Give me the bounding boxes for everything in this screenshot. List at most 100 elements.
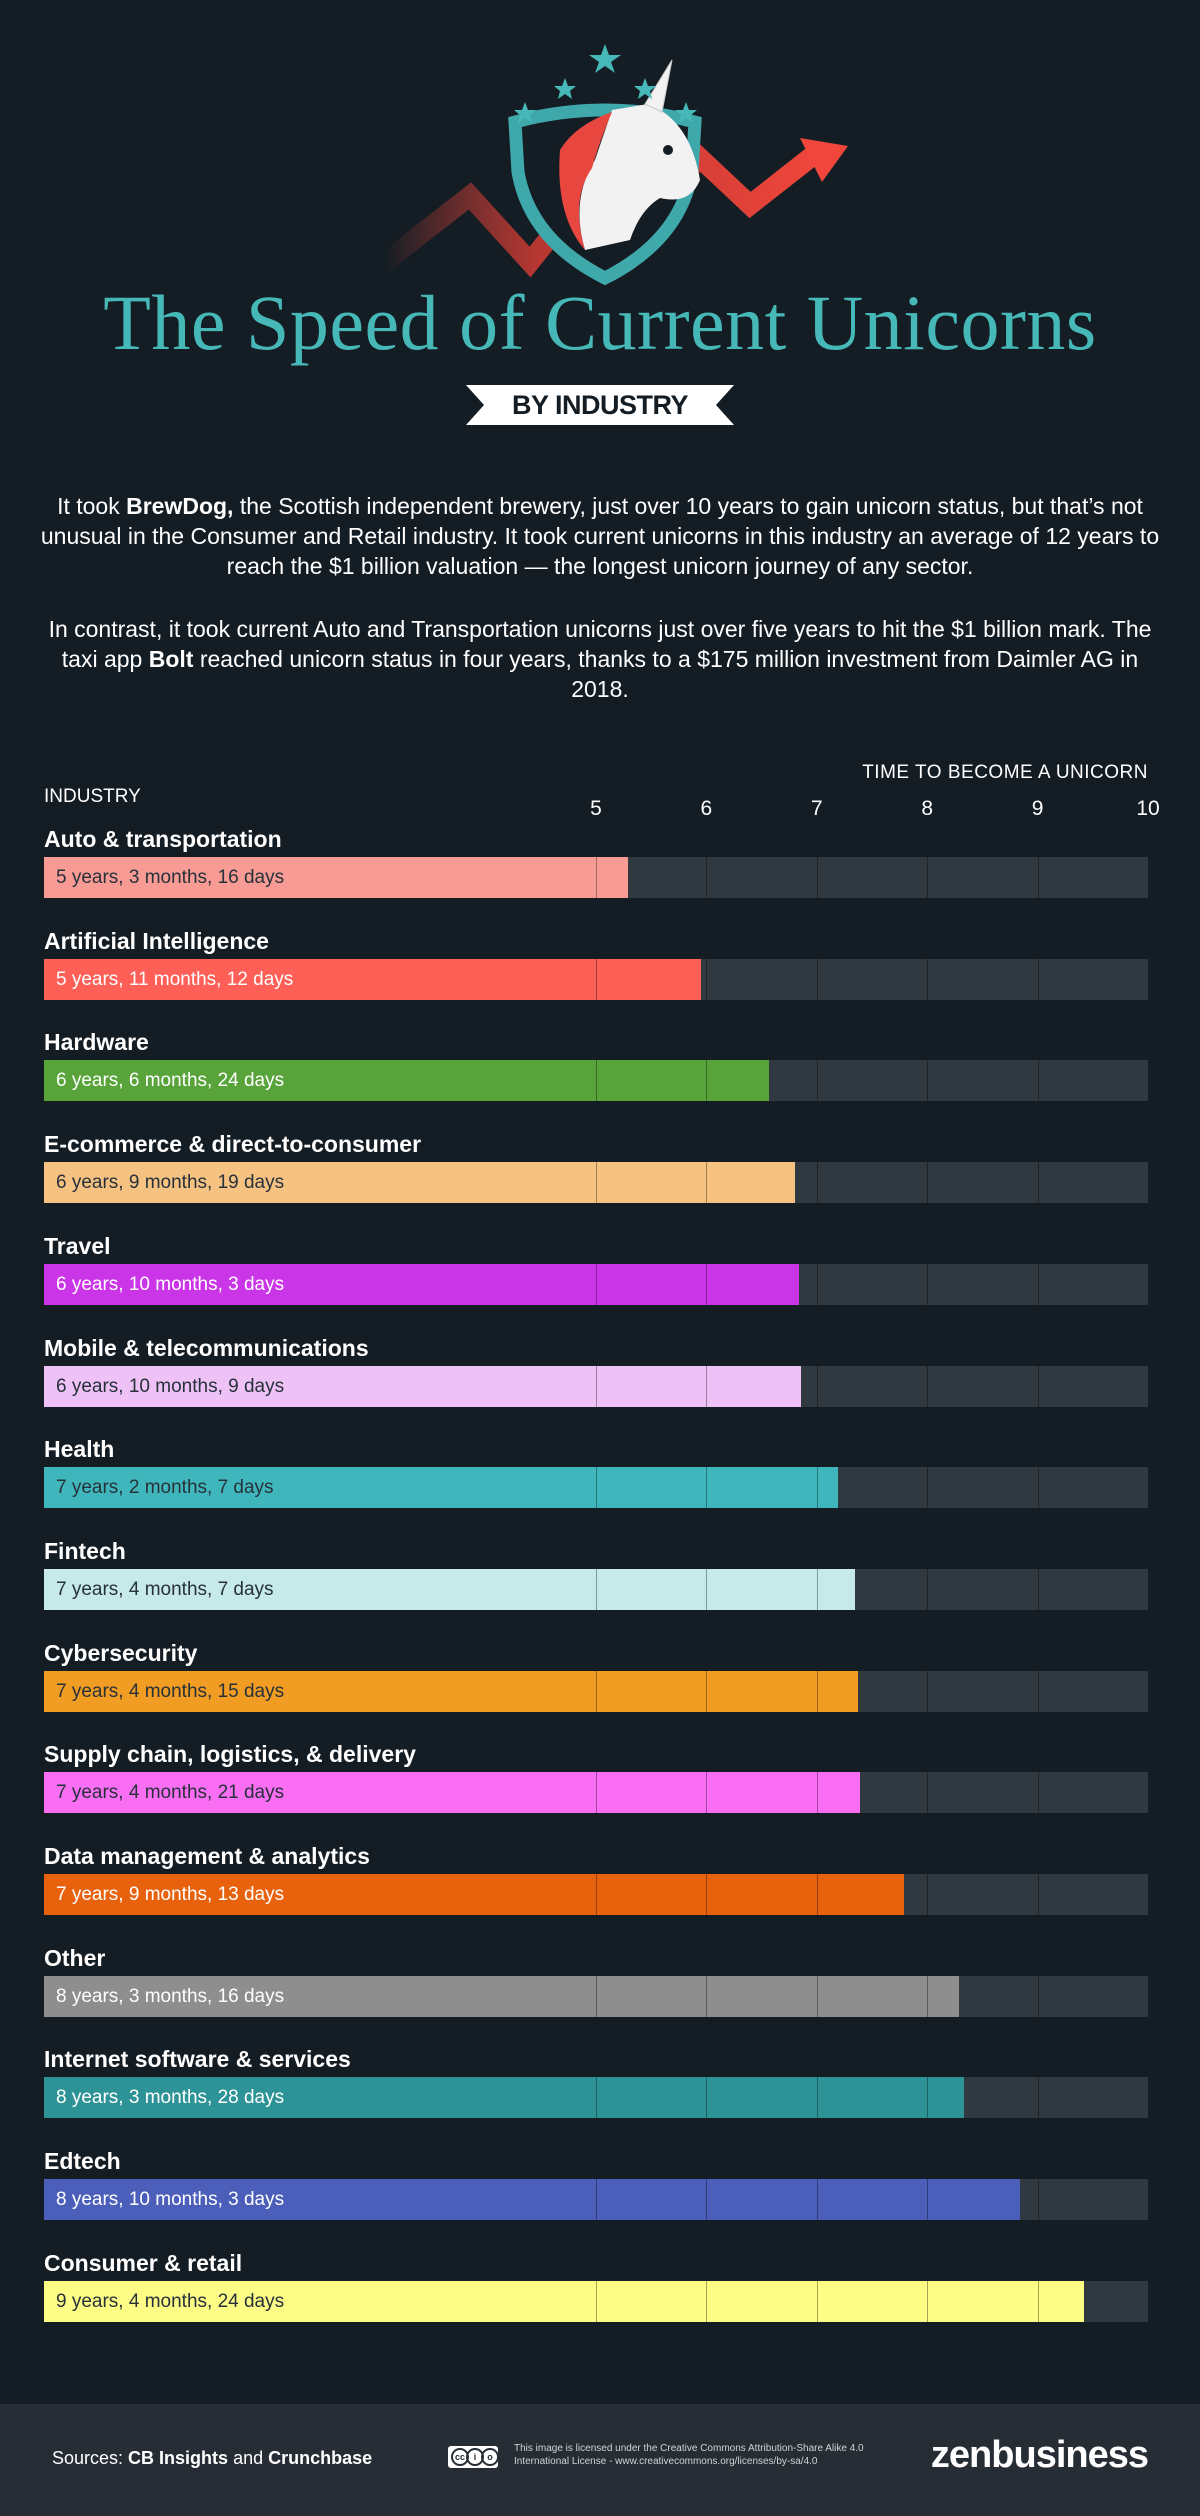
- intro-text: reached unicorn status in four years, th…: [193, 646, 1139, 702]
- gridline: [927, 2077, 929, 2119]
- bar-track: 7 years, 4 months, 21 days: [44, 1772, 1148, 1814]
- x-tick-label: 6: [700, 797, 713, 820]
- bar-data-label: 8 years, 10 months, 3 days: [56, 2189, 285, 2211]
- bar: [44, 857, 629, 898]
- gridline: [927, 2280, 929, 2322]
- gridline: [927, 1975, 929, 2017]
- bar-data-label: 7 years, 4 months, 7 days: [56, 1578, 274, 1600]
- bar-data-label: 6 years, 6 months, 24 days: [56, 1070, 285, 1092]
- gridline: [816, 1467, 818, 1509]
- category-label: Auto & transportation: [44, 826, 282, 852]
- gridline: [596, 1365, 597, 1407]
- x-tick-label: 9: [1031, 797, 1044, 820]
- bar: [44, 1162, 795, 1204]
- bar: [44, 2077, 964, 2119]
- sources-text: Sources: CB Insights and Crunchbase: [52, 2448, 372, 2469]
- category-label: E-commerce & direct-to-consumer: [44, 1131, 422, 1158]
- x-tick-label: 5: [590, 797, 602, 820]
- gridline: [596, 1263, 597, 1305]
- y-axis-label: INDUSTRY: [44, 786, 141, 807]
- gridline: [927, 2179, 929, 2221]
- bar-data-label: 8 years, 3 months, 16 days: [56, 1985, 285, 2007]
- bar-track: 7 years, 4 months, 7 days: [44, 1568, 1148, 1610]
- bar-track: 6 years, 6 months, 24 days: [44, 1060, 1148, 1102]
- gridline: [596, 1670, 597, 1712]
- gridline: [706, 1263, 708, 1305]
- bar-track: 5 years, 11 months, 12 days: [44, 958, 1148, 1000]
- gridline: [927, 857, 929, 898]
- bar: [44, 1975, 960, 2017]
- gridline: [816, 2280, 818, 2322]
- gridline: [1037, 1772, 1039, 1814]
- gridline: [596, 857, 597, 898]
- gridline: [1037, 1670, 1039, 1712]
- bar: [44, 1670, 858, 1712]
- x-tick-label: 7: [810, 797, 823, 820]
- sources-prefix: Sources:: [52, 2448, 129, 2468]
- gridline: [706, 1772, 708, 1814]
- category-label: Other: [44, 1944, 106, 1971]
- footer: Sources: CB Insights and Crunchbase cc i o…: [0, 2404, 1200, 2516]
- gridline: [1037, 2280, 1039, 2322]
- bar: [44, 1568, 856, 1610]
- bar: [44, 1772, 860, 1814]
- gridline: [816, 958, 818, 1000]
- license-text: This image is licensed under the Creativ…: [514, 2443, 864, 2467]
- x-tick-label: 8: [921, 797, 934, 820]
- gridline: [596, 1975, 597, 2017]
- bar-track: 5 years, 3 months, 16 days: [44, 857, 1148, 898]
- hero-illustration: [378, 44, 848, 286]
- gridline: [927, 1772, 929, 1814]
- gridline: [927, 1263, 929, 1305]
- gridline: [706, 2077, 708, 2119]
- bar: [44, 1874, 905, 1915]
- category-label: Edtech: [44, 2148, 121, 2175]
- bar-data-label: 5 years, 11 months, 12 days: [56, 968, 294, 990]
- bar: [44, 1365, 802, 1407]
- bar-data-label: 7 years, 4 months, 15 days: [56, 1680, 285, 1702]
- gridline: [596, 2077, 597, 2119]
- x-tick-label: 10: [1136, 797, 1160, 820]
- intro-text: It took: [57, 493, 127, 519]
- gridline: [1037, 1162, 1039, 1204]
- gridline: [596, 1467, 597, 1509]
- gridline: [816, 1568, 818, 1610]
- gridline: [816, 1060, 818, 1102]
- bar: [44, 1263, 800, 1305]
- bar-data-label: 8 years, 3 months, 28 days: [56, 2087, 285, 2109]
- bar-data-label: 6 years, 10 months, 3 days: [56, 1273, 285, 1295]
- category-label: Health: [44, 1436, 115, 1463]
- gridline: [816, 1975, 818, 2017]
- source-crunchbase: Crunchbase: [268, 2448, 373, 2468]
- gridline: [706, 857, 708, 898]
- category-label: Internet software & services: [44, 2046, 351, 2073]
- unicorn-shield-icon: [508, 59, 702, 286]
- gridline: [927, 1467, 929, 1509]
- stars-icon: [514, 44, 697, 123]
- gridline: [816, 1670, 818, 1712]
- category-label: Hardware: [44, 1029, 149, 1056]
- bar: [44, 1467, 838, 1509]
- bar-data-label: 7 years, 2 months, 7 days: [56, 1477, 274, 1499]
- bar-track: 6 years, 9 months, 19 days: [44, 1162, 1148, 1204]
- gridline: [706, 1467, 708, 1509]
- category-label: Fintech: [44, 1537, 126, 1564]
- bar-track: 8 years, 3 months, 28 days: [44, 2077, 1148, 2119]
- gridline: [706, 2179, 708, 2221]
- page-subtitle: BY INDUSTRY: [511, 390, 689, 420]
- bar-data-label: 9 years, 4 months, 24 days: [56, 2290, 285, 2312]
- gridline: [706, 958, 708, 1000]
- gridline: [596, 1060, 597, 1102]
- bar-track: 8 years, 3 months, 16 days: [44, 1975, 1148, 2017]
- x-axis-label: TIME TO BECOME A UNICORN: [862, 762, 1148, 783]
- gridline: [596, 1772, 597, 1814]
- gridline: [596, 1874, 597, 1915]
- page-title: The Speed of Current Unicorns: [103, 279, 1097, 366]
- gridline: [706, 2280, 708, 2322]
- gridline: [706, 1162, 708, 1204]
- gridline: [927, 1568, 929, 1610]
- gridline: [816, 1874, 818, 1915]
- gridline: [927, 1365, 929, 1407]
- gridline: [1037, 1060, 1039, 1102]
- gridline: [816, 1772, 818, 1814]
